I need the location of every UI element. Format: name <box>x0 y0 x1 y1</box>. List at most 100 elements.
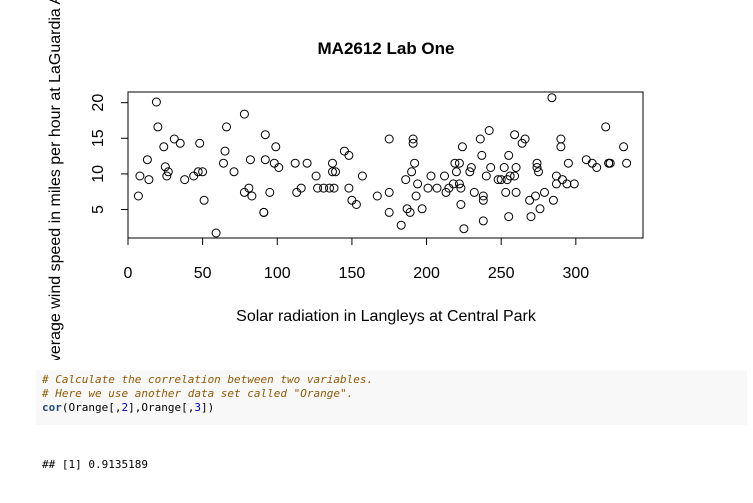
data-point <box>198 167 208 177</box>
code-number: 3 <box>194 401 201 414</box>
data-point <box>511 163 521 172</box>
data-point <box>144 175 154 185</box>
data-point <box>592 163 602 172</box>
y-tick-label: 15 <box>90 129 107 147</box>
code-statement: cor(Orange[,2],Orange[,3]) <box>42 401 747 415</box>
data-point <box>245 155 255 165</box>
code-output: ## [1] 0.9135189 <box>42 458 148 471</box>
data-point <box>180 175 190 185</box>
data-point <box>465 167 475 177</box>
data-point <box>133 191 143 201</box>
data-point <box>454 158 464 168</box>
x-axis: 0 50 100 150 200 250 300 <box>124 237 589 282</box>
plot-box <box>127 91 644 239</box>
data-point <box>520 134 530 144</box>
data-point <box>193 167 203 177</box>
data-point <box>605 158 615 168</box>
data-point <box>493 175 503 185</box>
y-axis-label: Average wind speed in miles per hour at … <box>47 0 64 360</box>
data-point <box>347 195 357 205</box>
data-point <box>319 183 329 193</box>
data-point <box>535 204 545 214</box>
data-point <box>454 179 464 189</box>
data-point <box>357 171 367 181</box>
code-function: cor <box>42 401 62 414</box>
data-point <box>153 122 163 132</box>
data-point <box>259 207 269 217</box>
data-point <box>459 224 469 234</box>
data-point <box>290 158 300 168</box>
data-point <box>469 187 479 197</box>
data-point <box>505 171 515 181</box>
data-point <box>569 179 579 189</box>
code-comment: # Here we use another data set called "O… <box>42 387 354 400</box>
data-point <box>557 175 567 185</box>
data-point <box>540 187 549 197</box>
data-point <box>220 146 230 156</box>
data-point <box>478 216 488 226</box>
y-tick-label: 20 <box>90 94 107 112</box>
data-point <box>160 162 170 172</box>
data-point <box>481 171 491 181</box>
data-point <box>450 158 460 168</box>
x-tick-label: 150 <box>339 265 366 282</box>
data-point <box>135 171 145 181</box>
x-tick-label: 200 <box>413 265 440 282</box>
y-axis: 5 10 15 20 <box>90 94 129 214</box>
data-point <box>384 134 394 144</box>
data-point <box>271 142 281 152</box>
data-point <box>344 150 354 160</box>
x-tick-label: 300 <box>562 265 589 282</box>
data-point <box>477 150 487 160</box>
data-point <box>408 138 418 148</box>
data-point <box>329 183 339 193</box>
data-point <box>162 171 172 181</box>
data-point <box>511 187 521 197</box>
data-point <box>484 126 494 135</box>
x-tick-label: 100 <box>264 265 291 282</box>
data-point <box>411 191 421 201</box>
data-point <box>466 163 476 172</box>
data-point <box>504 150 514 160</box>
x-tick-label: 0 <box>124 265 133 282</box>
data-point <box>478 195 488 205</box>
data-point <box>151 97 161 107</box>
data-point <box>440 171 449 181</box>
data-point <box>407 167 417 177</box>
data-point <box>239 187 249 197</box>
data-point <box>562 179 572 189</box>
data-point <box>247 191 257 201</box>
data-point <box>211 228 221 238</box>
data-point <box>410 158 420 168</box>
data-point <box>532 158 542 168</box>
data-point <box>344 183 354 193</box>
data-point <box>163 167 173 177</box>
y-tick-label: 10 <box>90 165 107 183</box>
data-point <box>274 163 284 172</box>
data-point <box>265 187 275 197</box>
code-arg: (Orange[, <box>61 401 122 414</box>
data-point <box>551 171 561 181</box>
data-point <box>448 179 458 189</box>
data-point <box>534 167 543 177</box>
data-point <box>486 163 496 172</box>
data-point <box>499 163 509 172</box>
data-point <box>556 134 566 144</box>
data-point <box>351 200 361 209</box>
data-point <box>222 122 231 132</box>
data-point <box>331 167 340 177</box>
data-point <box>384 187 394 197</box>
code-arg: ],Orange[, <box>128 401 195 414</box>
chart-title: MA2612 Lab One <box>318 39 455 58</box>
data-point <box>601 122 611 132</box>
x-axis-label: Solar radiation in Langleys at Central P… <box>236 308 537 325</box>
data-point <box>328 167 337 177</box>
data-point <box>504 212 514 222</box>
data-point <box>413 179 423 189</box>
data-point <box>622 158 632 168</box>
data-point <box>159 142 169 152</box>
data-point <box>417 204 427 214</box>
data-point <box>619 142 629 152</box>
data-point <box>313 183 323 193</box>
data-point <box>302 158 312 168</box>
